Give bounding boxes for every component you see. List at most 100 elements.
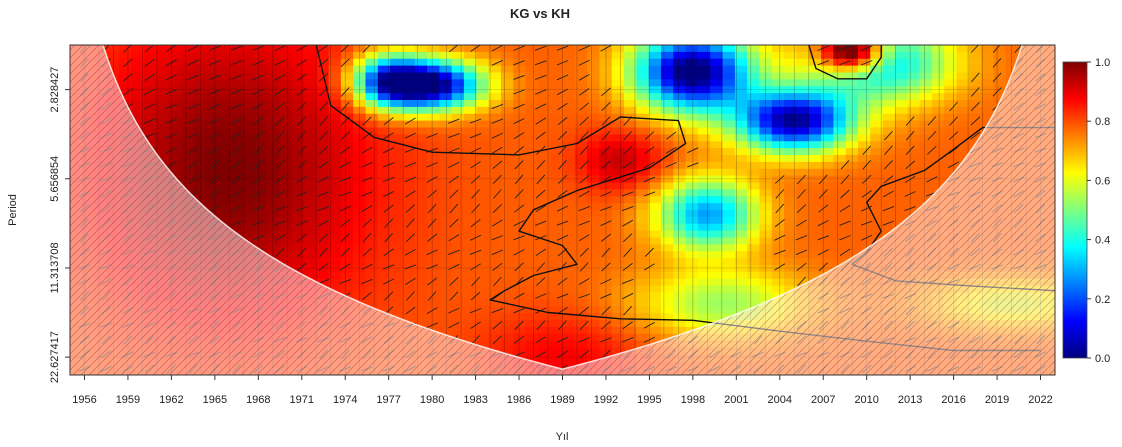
heat-cell [230,141,243,149]
heat-cell [316,93,330,101]
heat-cell [870,79,884,87]
heat-cell [316,100,330,108]
heat-cell [365,278,379,287]
x-tick-label: 1977 [376,394,400,406]
heat-cell [550,326,564,335]
phase-arrow [427,189,438,199]
heat-cell [784,161,798,170]
heat-cell [661,292,674,300]
heat-cell [574,161,588,170]
heat-cell [636,51,650,60]
heat-cell [648,265,662,273]
heat-cell [328,51,342,60]
heat-cell [747,93,761,101]
heat-cell [427,65,440,74]
phase-arrow [884,145,893,155]
heat-cell [230,100,243,108]
heat-cell [685,258,699,266]
heat-cell [550,106,564,115]
phase-arrow [622,321,633,330]
heat-cell [661,113,674,122]
phase-arrow [514,204,525,213]
phase-arrow [601,247,611,258]
significance-contour [315,45,1041,352]
colorbar-tick-label: 0.8 [1095,116,1110,128]
heat-cell [402,182,416,190]
heat-cell [550,354,564,362]
heat-cell [858,113,871,122]
heat-cell [968,100,982,108]
heat-cell [414,86,428,94]
heat-cell [624,333,637,342]
heat-cell [316,230,330,239]
heat-cell [894,210,908,218]
heat-cell [390,189,404,197]
heat-cell [254,230,268,239]
phase-arrow [817,45,829,51]
heat-cell [217,216,231,225]
heat-cell [217,51,231,60]
heat-cell [353,86,367,94]
heat-cell [759,285,773,294]
heat-cell [574,182,588,190]
heat-cell [279,251,293,259]
heat-cell [710,86,724,94]
heat-cell [858,141,871,149]
heat-cell [513,196,527,204]
phase-arrow [253,190,264,198]
heat-cell [303,203,317,211]
heat-cell [858,72,871,80]
heat-cell [981,100,995,108]
heat-cell [648,155,662,163]
heat-cell [697,168,711,177]
heat-cell [525,182,539,190]
heat-cell [439,113,453,122]
heat-cell [254,100,268,108]
heat-cell [636,106,650,115]
heat-cell [747,65,761,74]
heat-cell [673,155,687,163]
phase-arrow [232,160,241,170]
heat-cell [685,223,699,232]
heat-cell [242,58,256,67]
heat-cell [808,196,822,204]
heat-cell [365,45,379,53]
phase-arrow [296,45,308,52]
heat-cell [931,113,945,122]
heat-cell [390,148,404,156]
heat-cell [907,65,921,74]
heat-cell [267,168,280,177]
heat-cell [968,65,982,74]
heat-cell [106,58,120,67]
heat-cell [365,175,379,184]
heat-cell [427,155,440,163]
heat-cell [353,223,367,232]
heat-cell [562,100,576,108]
phase-arrow [448,118,460,124]
heat-cell [303,189,317,197]
heat-cell [439,326,453,335]
heat-cell [513,127,527,135]
heat-cell [574,106,588,115]
heat-cell [685,230,699,239]
heat-cell [722,72,736,80]
heat-cell [710,141,724,149]
phase-arrow [339,278,352,284]
heat-cell [821,210,834,218]
heat-cell [476,278,490,287]
heat-cell [217,134,231,142]
heat-cell [771,134,785,142]
heat-cell [550,361,564,369]
phase-arrow [123,58,133,68]
heat-cell [106,51,120,60]
heat-cell [402,134,416,142]
heat-cell [316,223,330,232]
heat-cell [279,58,293,67]
heat-cell [734,148,748,156]
heat-cell [328,127,342,135]
heat-cell [697,45,711,53]
heat-cell [587,237,601,245]
heat-cell [821,182,834,190]
heat-cell [316,237,330,245]
heat-cell [168,127,182,135]
